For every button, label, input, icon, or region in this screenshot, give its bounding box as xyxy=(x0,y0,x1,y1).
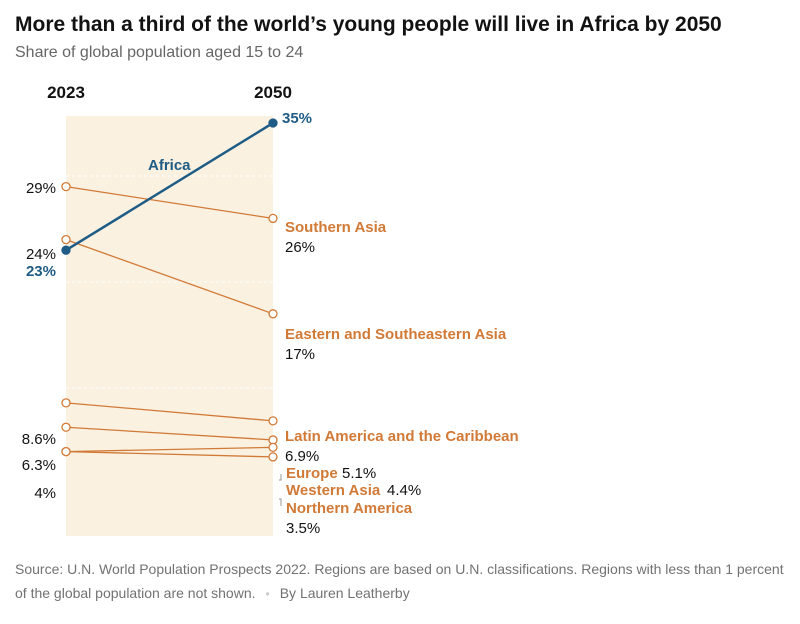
value-label-southern-asia-2023: 29% xyxy=(26,180,56,197)
leader-europe xyxy=(279,474,282,481)
series-label-western-asia: Western Asia xyxy=(286,482,381,499)
value-label-eastern-and-southeastern-asia-2050: 17% xyxy=(285,346,315,363)
series-line-europe xyxy=(65,426,274,441)
series-line-latin-america-and-the-caribbean xyxy=(65,402,274,422)
series-label-africa: Africa xyxy=(148,157,191,174)
series-lines xyxy=(65,121,274,458)
data-point-eastern-and-southeastern-asia-2050 xyxy=(268,309,278,319)
separator-dot: • xyxy=(265,587,270,601)
data-point-eastern-and-southeastern-asia-2023 xyxy=(61,234,71,245)
data-point-northern-america-2023 xyxy=(61,446,71,457)
series-label-europe: Europe xyxy=(286,465,338,482)
value-label-western-asia-northern-america-2023: 4% xyxy=(34,485,56,502)
highlight-band-2023 xyxy=(66,116,273,536)
value-label-europe-2023: 6.3% xyxy=(22,457,56,474)
data-point-europe-2023 xyxy=(61,422,71,432)
data-point-western-asia-2050 xyxy=(268,442,278,453)
data-point-africa-2050 xyxy=(268,118,278,128)
data-point-southern-asia-2023 xyxy=(61,181,71,192)
x-axis-label-2023: 2023 xyxy=(47,83,85,102)
data-point-latin-america-and-the-caribbean-2050 xyxy=(268,416,278,426)
series-label-eastern-and-southeastern-asia: Eastern and Southeastern Asia xyxy=(285,326,507,343)
source-note: Source: U.N. World Population Prospects … xyxy=(15,561,784,601)
leader-northern-america xyxy=(279,498,282,506)
value-label-northern-america-2050: 3.5% xyxy=(286,520,320,537)
data-point-northern-america-2050 xyxy=(268,452,278,462)
series-label-northern-america: Northern America xyxy=(286,500,413,517)
data-point-southern-asia-2050 xyxy=(268,213,278,224)
chart-subtitle: Share of global population aged 15 to 24 xyxy=(15,44,304,61)
data-point-latin-america-and-the-caribbean-2023 xyxy=(61,398,71,408)
series-label-latin-america: Latin America and the Caribbean xyxy=(285,428,519,445)
series-line-southern-asia xyxy=(65,185,274,220)
byline: By Lauren Leatherby xyxy=(279,585,410,601)
value-label-latin-america-2050: 6.9% xyxy=(285,448,319,465)
value-label-southern-asia-2050: 26% xyxy=(285,239,315,256)
series-line-eastern-and-southeastern-asia xyxy=(65,238,274,315)
value-label-africa-2023: 23% xyxy=(26,263,56,280)
series-label-southern-asia: Southern Asia xyxy=(285,219,387,236)
footer: Source: U.N. World Population Prospects … xyxy=(15,557,787,606)
slope-chart: 2023 2050 29% 24%23% 8.6% 6.3% 4% Africa 35% So… xyxy=(22,83,519,537)
data-point-africa-2023 xyxy=(61,245,71,255)
value-label-western-asia-2050: 4.4% xyxy=(387,482,421,499)
value-label-africa-2050: 35% xyxy=(282,110,312,127)
value-label-europe-2050: 5.1% xyxy=(342,465,376,482)
chart-title: More than a third of the world’s young p… xyxy=(15,13,722,36)
series-line-western-asia xyxy=(65,446,274,453)
x-axis-label-2050: 2050 xyxy=(254,83,292,102)
gridlines xyxy=(66,175,273,389)
series-line-africa xyxy=(65,121,274,252)
data-labels: 29% 24%23% 8.6% 6.3% 4% Africa 35% Southern Asi… xyxy=(22,110,519,537)
series-line-northern-america xyxy=(65,450,274,458)
data-points xyxy=(61,118,278,462)
value-label-latin-america-2023: 8.6% xyxy=(22,431,56,448)
value-label-eastern-and-southeastern-asia-2023: 24% xyxy=(26,246,56,263)
